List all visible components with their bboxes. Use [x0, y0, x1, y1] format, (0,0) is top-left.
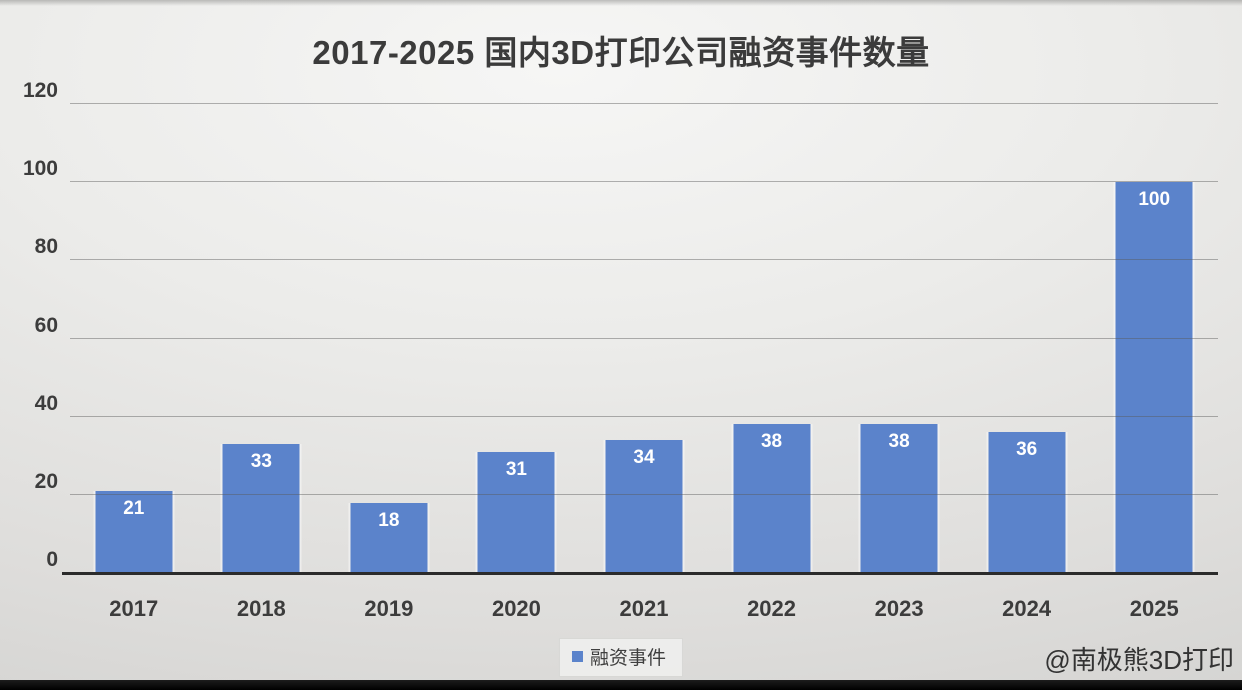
legend-label: 融资事件 — [589, 648, 667, 669]
y-axis-label-20: 20 — [34, 469, 58, 493]
x-axis-label-2017: 2017 — [109, 596, 159, 621]
x-axis-label-2019: 2019 — [364, 596, 414, 621]
bar-value-label-2021: 34 — [633, 447, 655, 469]
x-axis-label-2020: 2020 — [491, 596, 541, 621]
x-axis-line — [62, 572, 1218, 575]
gridline-60 — [70, 337, 1218, 339]
legend: 融资事件 — [558, 638, 684, 677]
y-axis-label-0: 0 — [46, 548, 58, 571]
gridline-100 — [70, 181, 1218, 183]
x-axis-label-2024: 2024 — [1002, 596, 1052, 621]
bar-2018: 33 — [222, 444, 300, 573]
bar-2022: 38 — [733, 424, 811, 573]
gridline-80 — [70, 259, 1218, 261]
bar-value-label-2025: 100 — [1138, 189, 1171, 211]
y-axis-label-100: 100 — [22, 157, 58, 181]
gridline-20 — [70, 493, 1218, 495]
bar-2019: 18 — [350, 502, 428, 573]
y-axis-label-60: 60 — [34, 313, 58, 337]
x-axis-label-2021: 2021 — [619, 596, 669, 621]
x-axis-label-2022: 2022 — [747, 596, 797, 621]
x-axis-label-2023: 2023 — [874, 596, 924, 621]
x-axis-label-2025: 2025 — [1129, 596, 1179, 621]
top-edge-shadow — [0, 0, 1242, 6]
bar-2023: 38 — [860, 424, 938, 573]
y-axis-label-80: 80 — [34, 235, 58, 259]
x-axis-label-2018: 2018 — [236, 596, 286, 621]
bar-2024: 36 — [988, 432, 1066, 573]
legend-swatch — [571, 651, 583, 662]
bar-value-label-2022: 38 — [760, 431, 783, 453]
bottom-strip — [0, 680, 1242, 690]
y-axis-label-120: 120 — [22, 79, 58, 102]
gridline-40 — [70, 415, 1218, 417]
gridline-120 — [70, 103, 1218, 104]
bar-value-label-2023: 38 — [888, 431, 910, 453]
bar-2021: 34 — [605, 440, 683, 573]
bar-value-label-2018: 33 — [250, 451, 272, 473]
bar-2017: 21 — [95, 490, 173, 573]
bar-value-label-2019: 18 — [378, 509, 400, 531]
bar-value-label-2017: 21 — [123, 497, 145, 519]
bar-2020: 31 — [477, 451, 555, 573]
plot-area: 21 2017 33 2018 18 2019 31 2020 34 2021 38 2022 38 20… — [23, 79, 1218, 621]
bar-value-label-2024: 36 — [1016, 439, 1038, 461]
bar-value-label-2020: 31 — [505, 458, 527, 480]
bar-2025: 100 — [1115, 182, 1193, 573]
chart-title: 2017-2025 国内3D打印公司融资事件数量 — [312, 34, 930, 71]
y-axis-label-40: 40 — [34, 391, 58, 415]
watermark: @南极熊3D打印 — [1044, 645, 1234, 675]
